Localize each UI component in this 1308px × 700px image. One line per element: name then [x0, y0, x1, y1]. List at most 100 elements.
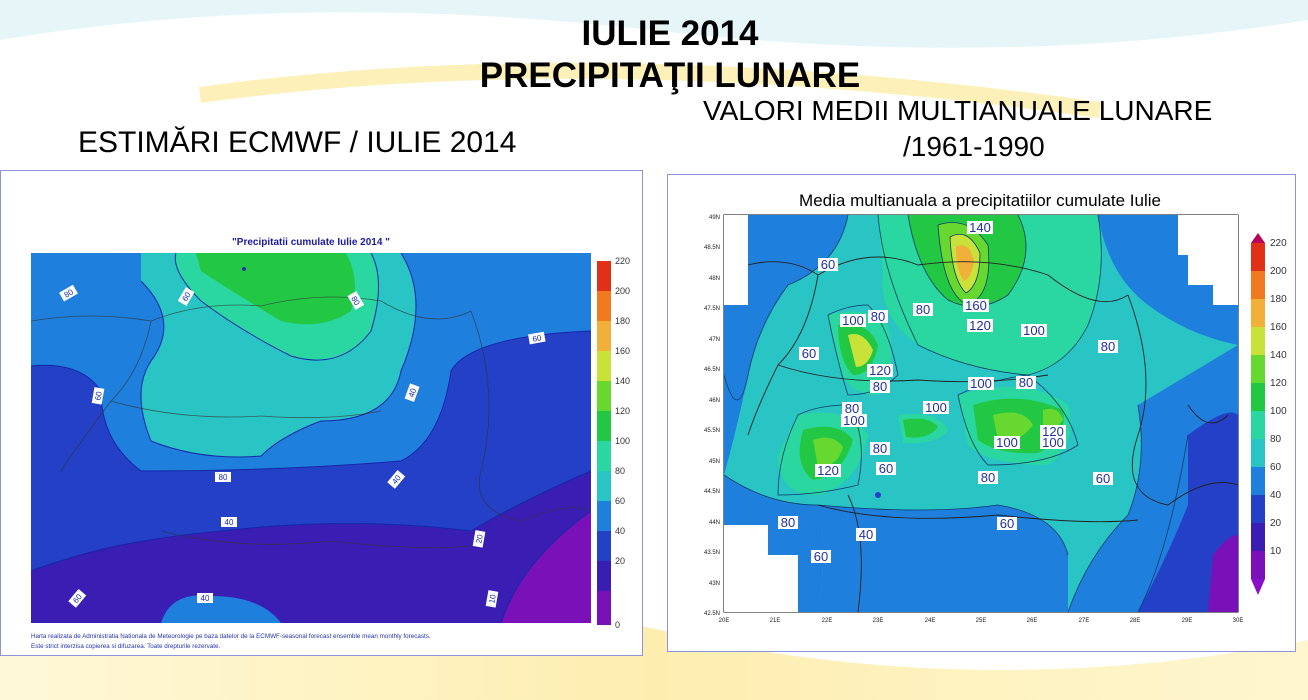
climatology-map: Media multianuala a precipitatiilor cumu…: [704, 191, 1287, 624]
contour-label: 80: [981, 470, 995, 485]
svg-text:40: 40: [1270, 490, 1282, 501]
contour-label: 40: [225, 518, 234, 527]
svg-text:28E: 28E: [1130, 618, 1141, 624]
svg-text:46N: 46N: [709, 398, 720, 404]
svg-text:25E: 25E: [976, 618, 987, 624]
contour-label: 40: [407, 387, 419, 399]
svg-text:20: 20: [1270, 518, 1282, 529]
svg-text:47N: 47N: [709, 337, 720, 343]
left-map-title: "Precipitatii cumulate Iulie 2014 ": [232, 237, 390, 248]
svg-text:220: 220: [615, 256, 630, 266]
svg-text:60: 60: [1270, 462, 1282, 473]
contour-label: 80: [845, 401, 859, 416]
svg-text:45N: 45N: [709, 459, 720, 465]
contour-label: 80: [873, 441, 887, 456]
svg-text:43.5N: 43.5N: [704, 550, 720, 556]
svg-text:200: 200: [1270, 266, 1287, 277]
contour-label: 60: [93, 390, 104, 401]
contour-label: 60: [814, 549, 828, 564]
contour-label: 160: [965, 298, 987, 313]
contour-label: 100: [842, 313, 864, 328]
svg-text:26E: 26E: [1027, 618, 1038, 624]
right-map-title: Media multianuala a precipitatiilor cumu…: [799, 191, 1161, 210]
contour-label: 80: [1019, 375, 1033, 390]
contour-label: 60: [879, 461, 893, 476]
climatology-map-panel: Media multianuala a precipitatiilor cumu…: [667, 174, 1296, 652]
contour-label: 80: [873, 379, 887, 394]
svg-text:40: 40: [615, 526, 625, 536]
contour-label: 120: [869, 363, 891, 378]
svg-text:42.5N: 42.5N: [704, 611, 720, 617]
contour-label: 80: [219, 473, 228, 482]
svg-text:140: 140: [1270, 350, 1287, 361]
page-title-line2: PRECIPITAŢII LUNARE: [479, 56, 861, 95]
contour-label: 80: [871, 309, 885, 324]
right-subtitle-line2: /1961-1990: [903, 131, 1045, 162]
contour-label: 120: [1042, 424, 1064, 439]
svg-text:46.5N: 46.5N: [704, 367, 720, 373]
contour-label: 100: [970, 376, 992, 391]
contour-label: 60: [1096, 471, 1110, 486]
svg-text:80: 80: [615, 466, 625, 476]
ecmwf-forecast-map-panel: "Precipitatii cumulate Iulie 2014 ": [0, 170, 643, 656]
svg-text:30E: 30E: [1233, 618, 1244, 624]
contour-label: 80: [1101, 339, 1115, 354]
left-credit-line2: Este strict interzisa copierea si difuza…: [31, 643, 220, 650]
svg-text:80: 80: [1270, 434, 1282, 445]
contour-label: 80: [916, 302, 930, 317]
svg-text:22E: 22E: [822, 618, 833, 624]
right-lat-ticks: 49N 48.5N 48N 47.5N 47N 46.5N 46N 45.5N …: [704, 215, 720, 617]
contour-label: 60: [821, 257, 835, 272]
contour-label: 100: [843, 413, 865, 428]
svg-text:44.5N: 44.5N: [704, 489, 720, 495]
svg-text:29E: 29E: [1182, 618, 1193, 624]
contour-label: 80: [781, 515, 795, 530]
svg-text:180: 180: [615, 316, 630, 326]
contour-label: 140: [969, 220, 991, 235]
svg-text:49N: 49N: [709, 215, 720, 221]
right-colorbar: [1251, 233, 1265, 595]
svg-text:220: 220: [1270, 238, 1287, 249]
right-precip-field: [724, 215, 1238, 612]
svg-text:100: 100: [1270, 406, 1287, 417]
svg-text:44N: 44N: [709, 520, 720, 526]
ecmwf-forecast-map: "Precipitatii cumulate Iulie 2014 ": [31, 237, 630, 650]
svg-text:10: 10: [1270, 546, 1282, 557]
svg-text:200: 200: [615, 286, 630, 296]
left-contour-labels: 80 60 80 60 60 40 80 40 40 20 40 10 60: [59, 284, 546, 608]
svg-text:120: 120: [1270, 378, 1287, 389]
svg-text:20: 20: [615, 556, 625, 566]
contour-label: 120: [969, 318, 991, 333]
left-precip-field: [31, 253, 591, 623]
contour-label: 100: [1023, 323, 1045, 338]
left-credit-line1: Harta realizata de Administratia Nationa…: [31, 633, 431, 640]
svg-text:48.5N: 48.5N: [704, 245, 720, 251]
svg-text:45.5N: 45.5N: [704, 428, 720, 434]
svg-text:23E: 23E: [873, 618, 884, 624]
svg-text:120: 120: [615, 406, 630, 416]
svg-text:60: 60: [615, 496, 625, 506]
right-lon-ticks: 20E 21E 22E 23E 24E 25E 26E 27E 28E 29E …: [719, 618, 1244, 624]
contour-label: 100: [1042, 435, 1064, 450]
left-colorbar-ticks: 220 200 180 160 140 120 100 80 60 40 20 …: [615, 256, 630, 630]
right-colorbar-ticks: 220 200 180 160 140 120 100 80 60 40 20 …: [1270, 238, 1287, 557]
right-contour-labels: 140 160 120 60 100 80 80 100 60 120 80 1…: [778, 220, 1118, 564]
svg-text:100: 100: [615, 436, 630, 446]
svg-text:24E: 24E: [925, 618, 936, 624]
svg-text:20E: 20E: [719, 618, 730, 624]
left-colorbar: [597, 261, 611, 625]
svg-text:0: 0: [615, 620, 620, 630]
svg-text:140: 140: [615, 376, 630, 386]
contour-label: 40: [201, 594, 210, 603]
contour-label: 20: [474, 533, 485, 544]
svg-text:43N: 43N: [709, 581, 720, 587]
contour-label: 100: [996, 435, 1018, 450]
contour-label: 100: [925, 400, 947, 415]
right-subtitle-line1: VALORI MEDII MULTIANUALE LUNARE: [703, 95, 1213, 126]
svg-text:21E: 21E: [770, 618, 781, 624]
svg-text:180: 180: [1270, 294, 1287, 305]
svg-text:27E: 27E: [1079, 618, 1090, 624]
contour-label: 60: [1000, 516, 1014, 531]
svg-text:160: 160: [615, 346, 630, 356]
contour-label: 60: [532, 333, 543, 344]
